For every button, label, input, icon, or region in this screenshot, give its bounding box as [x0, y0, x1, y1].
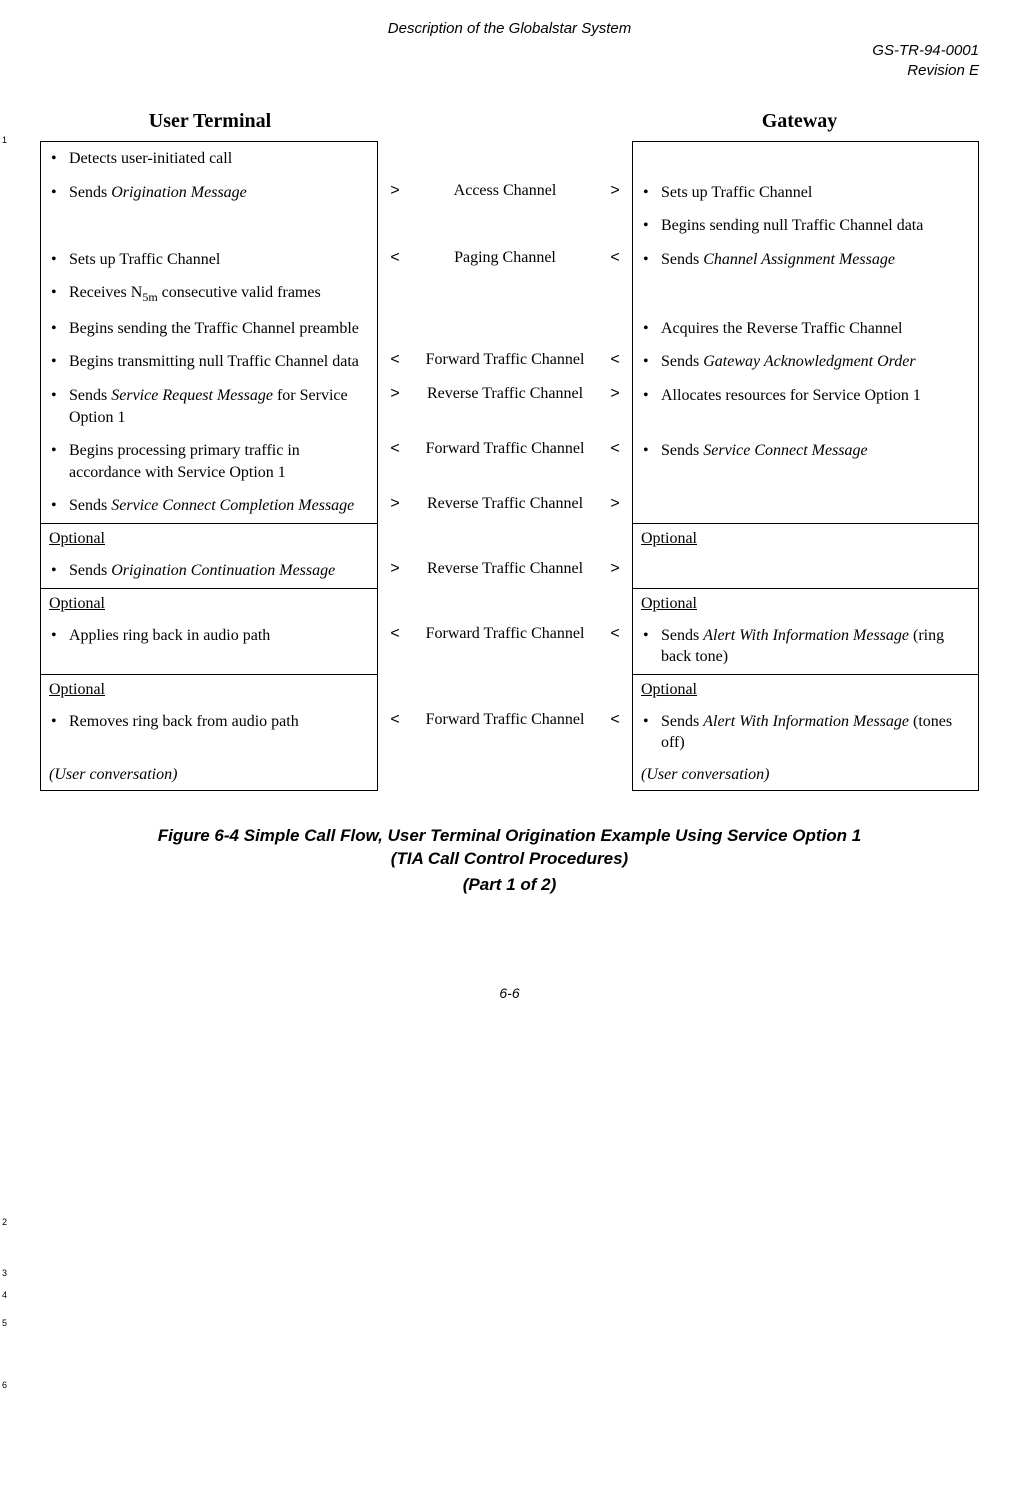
- channel-label: Forward Traffic Channel: [412, 345, 598, 379]
- header-meta: GS-TR-94-0001 Revision E: [40, 41, 979, 80]
- channel-label: Paging Channel: [412, 243, 598, 277]
- column-title-user-terminal: User Terminal: [40, 110, 380, 133]
- optional-label: Optional: [49, 681, 105, 698]
- arrow-left: <: [598, 434, 633, 489]
- line-number: 2: [2, 1217, 7, 1227]
- arrow-right: >: [598, 554, 633, 588]
- gw-item: Sends Alert With Information Message (to…: [641, 711, 970, 754]
- ut-item: Sets up Traffic Channel: [49, 249, 369, 271]
- arrow-left: <: [378, 243, 413, 277]
- optional-label: Optional: [49, 595, 105, 612]
- ut-item: Receives N5m consecutive valid frames: [49, 282, 369, 305]
- ut-item: Sends Origination Continuation Message: [49, 560, 369, 582]
- ut-item: Sends Service Request Message for Servic…: [49, 385, 369, 428]
- arrow-right: >: [378, 379, 413, 434]
- optional-label: Optional: [641, 681, 697, 698]
- ut-item: Begins processing primary traffic in acc…: [49, 440, 369, 483]
- line-number: 5: [2, 1318, 7, 1328]
- optional-label: Optional: [641, 595, 697, 612]
- ut-item: Applies ring back in audio path: [49, 625, 369, 647]
- channel-label: Reverse Traffic Channel: [412, 489, 598, 523]
- arrow-left: <: [378, 345, 413, 379]
- optional-label: Optional: [49, 530, 105, 547]
- arrow-right: >: [378, 489, 413, 523]
- arrow-left: <: [598, 619, 633, 675]
- doc-id: GS-TR-94-0001: [872, 42, 979, 59]
- channel-label: Access Channel: [412, 176, 598, 210]
- arrow-left: <: [378, 434, 413, 489]
- line-number: 6: [2, 1380, 7, 1390]
- channel-label: Forward Traffic Channel: [412, 705, 598, 760]
- page-number: 6-6: [40, 985, 979, 1001]
- line-number: 1: [2, 135, 7, 145]
- gw-item: Begins sending null Traffic Channel data: [641, 215, 970, 237]
- ut-item: Begins sending the Traffic Channel pream…: [49, 318, 369, 340]
- gw-item: Sends Alert With Information Message (ri…: [641, 625, 970, 668]
- channel-label: Forward Traffic Channel: [412, 434, 598, 489]
- ut-item: Detects user-initiated call: [49, 148, 369, 170]
- arrow-right: >: [378, 554, 413, 588]
- figure-part: (Part 1 of 2): [40, 875, 979, 895]
- gw-item: Sends Gateway Acknowledgment Order: [641, 351, 970, 373]
- channel-label: Forward Traffic Channel: [412, 619, 598, 675]
- ut-item: Removes ring back from audio path: [49, 711, 369, 733]
- arrow-left: <: [598, 705, 633, 760]
- arrow-left: <: [598, 345, 633, 379]
- arrow-right: >: [598, 489, 633, 523]
- ut-conversation: (User conversation): [49, 766, 177, 783]
- line-number: 3: [2, 1268, 7, 1278]
- gw-item: Sends Channel Assignment Message: [641, 249, 970, 271]
- call-flow-table: Detects user-initiated call Sends Origin…: [40, 141, 979, 791]
- ut-item: Begins transmitting null Traffic Channel…: [49, 351, 369, 373]
- header-title: Description of the Globalstar System: [40, 20, 979, 37]
- line-number: 4: [2, 1290, 7, 1300]
- arrow-right: >: [598, 379, 633, 434]
- gw-item: Sets up Traffic Channel: [641, 182, 970, 204]
- gw-conversation: (User conversation): [641, 766, 769, 783]
- gw-item: Acquires the Reverse Traffic Channel: [641, 318, 970, 340]
- arrow-left: <: [378, 705, 413, 760]
- optional-label: Optional: [641, 530, 697, 547]
- ut-item: Sends Service Connect Completion Message: [49, 495, 369, 517]
- gw-item: Sends Service Connect Message: [641, 440, 970, 462]
- arrow-left: <: [378, 619, 413, 675]
- channel-label: Reverse Traffic Channel: [412, 554, 598, 588]
- arrow-left: <: [598, 243, 633, 277]
- gw-item: Allocates resources for Service Option 1: [641, 385, 970, 407]
- channel-label: Reverse Traffic Channel: [412, 379, 598, 434]
- doc-revision: Revision E: [907, 62, 979, 79]
- column-title-gateway: Gateway: [620, 110, 979, 133]
- figure-caption: Figure 6-4 Simple Call Flow, User Termin…: [40, 825, 979, 871]
- ut-item: Sends Origination Message: [49, 182, 369, 204]
- arrow-right: >: [378, 176, 413, 210]
- arrow-right: >: [598, 176, 633, 210]
